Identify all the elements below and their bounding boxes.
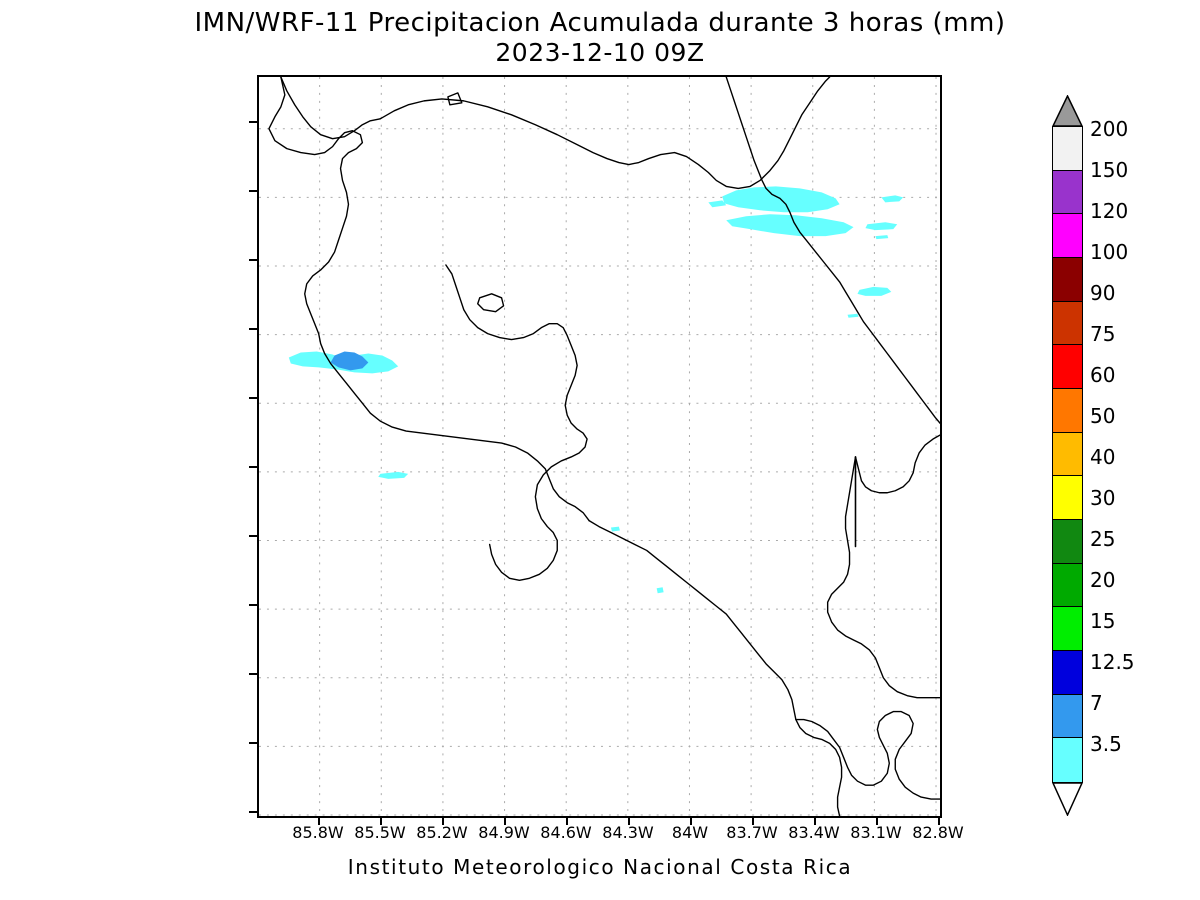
ytick-mark-0	[249, 121, 257, 123]
xtick-mark-8	[814, 818, 816, 825]
figure-footer: Instituto Meteorologico Nacional Costa R…	[347, 855, 853, 879]
colorbar-label-20: 20	[1090, 568, 1116, 592]
colorbar-label-200: 200	[1090, 117, 1129, 141]
ytick-mark-9	[249, 742, 257, 744]
xtick-mark-6	[690, 818, 692, 825]
xtick-label-4: 84.6W	[540, 823, 592, 842]
ytick-mark-4	[249, 397, 257, 399]
xtick-label-7: 83.7W	[726, 823, 778, 842]
ytick-mark-1	[249, 190, 257, 192]
xtick-label-9: 83.1W	[850, 823, 902, 842]
colorbar-band-12	[1053, 650, 1082, 695]
xtick-mark-2	[442, 818, 444, 825]
colorbar-band-3	[1053, 257, 1082, 302]
colorbar-band-1	[1053, 170, 1082, 215]
colorbar-band-6	[1053, 388, 1082, 433]
xtick-label-2: 85.2W	[416, 823, 468, 842]
colorbar-label-12.5: 12.5	[1090, 650, 1135, 674]
colorbar-label-50: 50	[1090, 404, 1116, 428]
map-plot-area	[257, 75, 942, 818]
colorbar-band-8	[1053, 476, 1082, 520]
colorbar-label-7: 7	[1090, 691, 1103, 715]
colorbar-band-7	[1053, 432, 1082, 477]
colorbar-band-0	[1053, 127, 1082, 171]
ytick-mark-10	[249, 811, 257, 813]
colorbar-label-40: 40	[1090, 445, 1116, 469]
figure-title-block: IMN/WRF-11 Precipitacion Acumulada duran…	[0, 8, 1200, 67]
colorbar-bands	[1052, 126, 1083, 783]
figure-title: IMN/WRF-11 Precipitacion Acumulada duran…	[194, 8, 1006, 38]
xtick-mark-0	[318, 818, 320, 825]
colorbar: 200 150 120 100 90 75 60 50 40 30 25 20 …	[1048, 95, 1188, 821]
xtick-mark-1	[380, 818, 382, 825]
figure-subtitle: 2023-12-10 09Z	[495, 38, 705, 67]
colorbar-label-15: 15	[1090, 609, 1116, 633]
xtick-mark-7	[752, 818, 754, 825]
colorbar-label-150: 150	[1090, 158, 1129, 182]
colorbar-label-120: 120	[1090, 199, 1129, 223]
coastlines	[268, 77, 940, 816]
colorbar-label-30: 30	[1090, 486, 1116, 510]
ytick-mark-3	[249, 328, 257, 330]
xtick-label-10: 82.8W	[912, 823, 964, 842]
xtick-label-1: 85.5W	[354, 823, 406, 842]
xtick-label-3: 84.9W	[478, 823, 530, 842]
colorbar-band-2	[1053, 214, 1082, 258]
colorbar-band-11	[1053, 607, 1082, 651]
xtick-label-5: 84.3W	[602, 823, 654, 842]
colorbar-band-14	[1053, 738, 1082, 782]
colorbar-label-100: 100	[1090, 240, 1129, 264]
xtick-mark-4	[566, 818, 568, 825]
map-canvas	[259, 77, 940, 816]
ytick-mark-5	[249, 466, 257, 468]
ytick-mark-2	[249, 259, 257, 261]
colorbar-band-5	[1053, 345, 1082, 389]
xtick-label-8: 83.4W	[788, 823, 840, 842]
ytick-mark-6	[249, 535, 257, 537]
colorbar-band-10	[1053, 563, 1082, 608]
xtick-label-6: 84W	[671, 823, 709, 842]
colorbar-label-60: 60	[1090, 363, 1116, 387]
xtick-mark-3	[504, 818, 506, 825]
xtick-mark-5	[628, 818, 630, 825]
colorbar-band-4	[1053, 301, 1082, 346]
colorbar-top-arrow-icon	[1052, 95, 1083, 127]
ytick-mark-8	[249, 673, 257, 675]
xtick-label-0: 85.8W	[292, 823, 344, 842]
gridlines	[259, 77, 940, 816]
colorbar-label-3.5: 3.5	[1090, 732, 1122, 756]
colorbar-bottom-arrow-icon	[1052, 782, 1083, 816]
xtick-mark-10	[938, 818, 940, 825]
colorbar-band-9	[1053, 519, 1082, 564]
colorbar-label-90: 90	[1090, 281, 1116, 305]
colorbar-label-25: 25	[1090, 527, 1116, 551]
xtick-mark-9	[876, 818, 878, 825]
colorbar-label-75: 75	[1090, 322, 1116, 346]
ytick-mark-7	[249, 604, 257, 606]
precip-contour-7-12.5	[330, 351, 369, 371]
colorbar-band-13	[1053, 694, 1082, 739]
